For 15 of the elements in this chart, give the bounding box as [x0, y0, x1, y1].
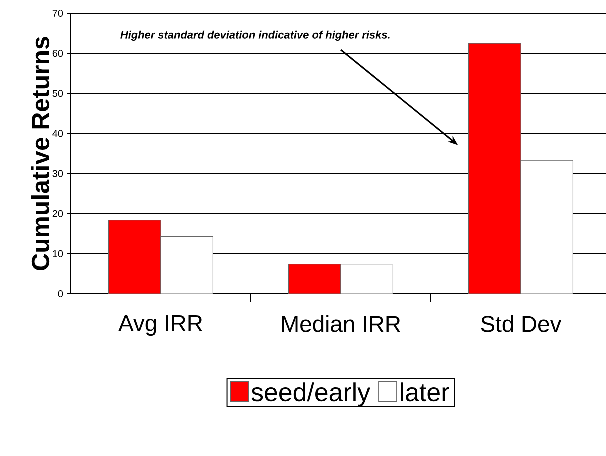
y-tick-label: 0	[58, 290, 64, 298]
y-tick-label: 10	[53, 250, 64, 258]
annotation: Higher standard deviation indicative of higher risks.	[120, 30, 390, 42]
y-tick-label: 50	[52, 90, 64, 98]
y-tick-label: 30	[52, 170, 64, 178]
legend-label: seed/early	[252, 382, 371, 407]
y-tick-label: 70	[52, 10, 64, 18]
x-tick-label: Std Dev	[481, 316, 562, 332]
y-tick-label: 60	[52, 50, 64, 58]
y-axis-title: Cumulative Returns	[31, 37, 50, 270]
legend-label: later	[401, 382, 450, 402]
x-tick-label: Avg IRR	[118, 316, 202, 336]
y-tick-label: 20	[52, 210, 64, 218]
x-tick-label: Median IRR	[282, 316, 400, 332]
y-tick-label: 40	[52, 130, 64, 138]
